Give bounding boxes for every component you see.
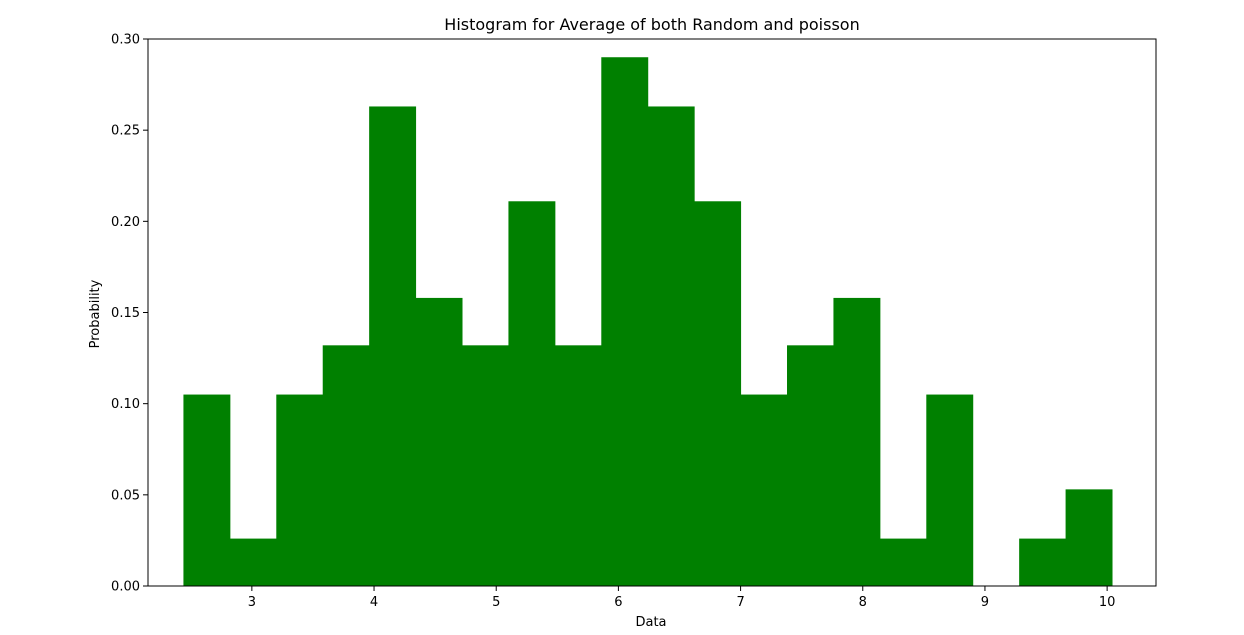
x-tick-label: 6 <box>614 595 622 610</box>
y-axis-ticks: 0.00 0.05 0.10 0.15 0.20 0.25 0.30 <box>111 33 148 595</box>
histogram-bar <box>183 394 231 586</box>
histogram-bar <box>229 538 277 586</box>
x-axis-label: Data <box>635 615 666 630</box>
x-tick-label: 9 <box>981 595 989 610</box>
histogram-bar <box>369 106 417 587</box>
bars-group <box>183 57 1113 587</box>
histogram-bar <box>276 394 324 586</box>
histogram-bar <box>415 297 463 586</box>
histogram-bar <box>462 345 509 586</box>
x-axis-ticks: 3 4 5 6 7 8 9 10 <box>248 586 1116 610</box>
x-tick-label: 7 <box>736 595 744 610</box>
x-tick-label: 5 <box>492 595 500 610</box>
y-tick-label: 0.05 <box>111 488 140 503</box>
x-tick-label: 10 <box>1099 595 1116 610</box>
histogram-bar <box>508 201 556 586</box>
y-axis-label: Probability <box>88 279 103 348</box>
histogram-bar <box>601 57 649 586</box>
x-tick-label: 8 <box>859 595 867 610</box>
y-tick-label: 0.25 <box>111 124 140 139</box>
histogram-bar <box>647 106 695 587</box>
histogram-bar <box>554 345 602 586</box>
histogram-bar <box>1065 489 1113 586</box>
x-tick-label: 3 <box>248 595 256 610</box>
histogram-bar <box>833 297 881 586</box>
histogram-bar <box>787 345 834 586</box>
histogram-bar <box>1019 538 1067 586</box>
histogram-bar <box>926 394 974 586</box>
y-tick-label: 0.15 <box>111 306 140 321</box>
histogram-bar <box>322 345 370 586</box>
y-tick-label: 0.10 <box>111 397 140 412</box>
histogram-bar <box>694 201 742 586</box>
y-tick-label: 0.20 <box>111 215 140 230</box>
chart-title: Histogram for Average of both Random and… <box>444 15 859 34</box>
x-tick-label: 4 <box>370 595 378 610</box>
histogram-bar <box>879 538 927 586</box>
y-tick-label: 0.30 <box>111 33 140 48</box>
y-tick-label: 0.00 <box>111 580 140 595</box>
histogram-bar <box>740 394 788 586</box>
